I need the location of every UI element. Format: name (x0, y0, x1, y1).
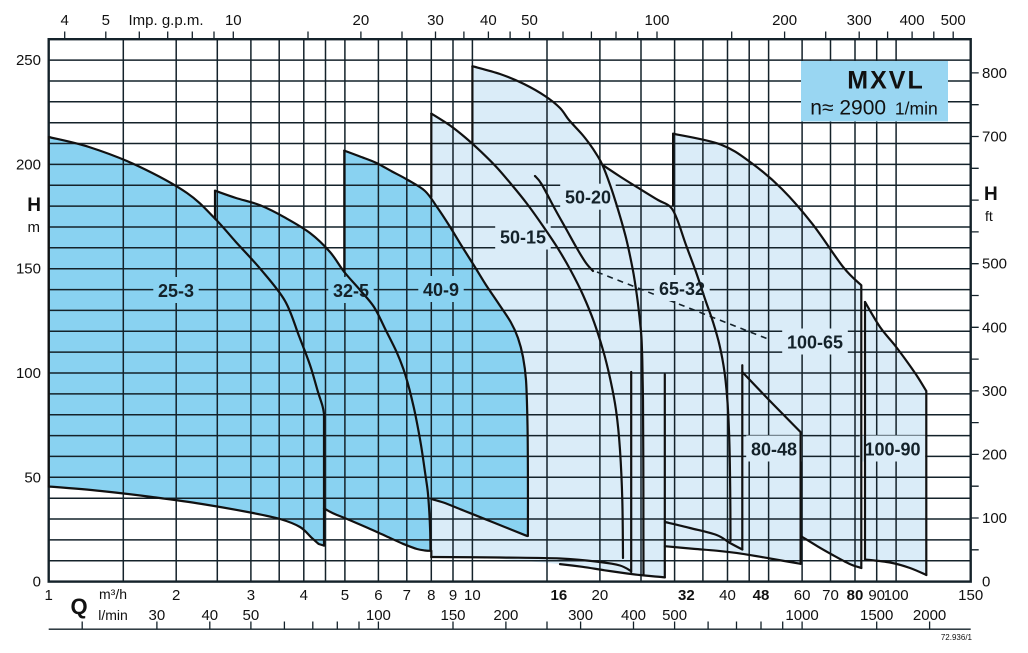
svg-text:Q: Q (70, 594, 87, 619)
svg-text:50-20: 50-20 (565, 188, 611, 208)
svg-text:300: 300 (847, 12, 872, 29)
svg-text:100: 100 (884, 587, 909, 604)
svg-text:3: 3 (247, 587, 255, 604)
svg-text:48: 48 (753, 587, 770, 604)
svg-text:MXVL: MXVL (847, 67, 924, 95)
svg-text:400: 400 (982, 319, 1007, 336)
svg-text:H: H (984, 184, 998, 205)
svg-text:50: 50 (243, 607, 260, 624)
svg-text:1: 1 (45, 587, 53, 604)
svg-text:150: 150 (440, 607, 465, 624)
svg-text:9: 9 (449, 587, 457, 604)
svg-text:n≈ 2900 1/min: n≈ 2900 1/min (810, 97, 937, 120)
svg-text:7: 7 (403, 587, 411, 604)
svg-text:2: 2 (172, 587, 180, 604)
svg-text:30: 30 (427, 12, 444, 29)
svg-text:60: 60 (794, 587, 811, 604)
svg-text:30: 30 (149, 607, 166, 624)
svg-text:H: H (27, 195, 41, 216)
svg-text:65-32: 65-32 (659, 279, 705, 299)
svg-text:300: 300 (982, 383, 1007, 400)
svg-text:100-90: 100-90 (864, 439, 920, 459)
svg-text:m³/h: m³/h (99, 586, 127, 602)
svg-text:40: 40 (480, 12, 497, 29)
svg-text:500: 500 (982, 256, 1007, 273)
svg-text:200: 200 (493, 607, 518, 624)
svg-text:100: 100 (644, 12, 669, 29)
svg-text:0: 0 (982, 574, 990, 591)
svg-text:150: 150 (16, 261, 41, 278)
svg-text:50: 50 (24, 469, 41, 486)
svg-text:200: 200 (772, 12, 797, 29)
svg-text:Imp. g.p.m.: Imp. g.p.m. (128, 12, 203, 29)
svg-text:200: 200 (16, 156, 41, 173)
svg-text:16: 16 (551, 587, 568, 604)
svg-text:100-65: 100-65 (787, 332, 843, 352)
svg-text:70: 70 (822, 587, 839, 604)
svg-text:150: 150 (958, 587, 983, 604)
svg-text:ft: ft (985, 208, 993, 224)
svg-text:400: 400 (900, 12, 925, 29)
svg-text:0: 0 (33, 574, 41, 591)
svg-text:200: 200 (982, 446, 1007, 463)
svg-text:500: 500 (941, 12, 966, 29)
svg-text:1500: 1500 (860, 607, 893, 624)
svg-text:80: 80 (847, 587, 864, 604)
svg-text:40-9: 40-9 (423, 280, 459, 300)
svg-text:5: 5 (341, 587, 349, 604)
svg-text:40: 40 (719, 587, 736, 604)
svg-text:l/min: l/min (98, 607, 128, 623)
svg-text:100: 100 (16, 365, 41, 382)
svg-text:800: 800 (982, 65, 1007, 82)
svg-text:50: 50 (521, 12, 538, 29)
svg-text:40: 40 (201, 607, 218, 624)
svg-text:700: 700 (982, 129, 1007, 146)
svg-text:25-3: 25-3 (158, 281, 194, 301)
svg-text:6: 6 (374, 587, 382, 604)
svg-text:20: 20 (592, 587, 609, 604)
svg-text:32-5: 32-5 (333, 281, 369, 301)
svg-text:20: 20 (353, 12, 370, 29)
svg-text:50-15: 50-15 (500, 227, 546, 247)
svg-text:4: 4 (300, 587, 308, 604)
svg-text:100: 100 (982, 510, 1007, 527)
svg-text:8: 8 (427, 587, 435, 604)
svg-text:32: 32 (678, 587, 695, 604)
svg-text:300: 300 (568, 607, 593, 624)
svg-text:500: 500 (662, 607, 687, 624)
svg-text:400: 400 (621, 607, 646, 624)
svg-text:4: 4 (61, 12, 69, 29)
svg-text:10: 10 (225, 12, 242, 29)
svg-text:m: m (28, 219, 41, 236)
svg-text:1000: 1000 (785, 607, 818, 624)
svg-text:2000: 2000 (913, 607, 946, 624)
svg-text:5: 5 (102, 12, 110, 29)
svg-text:100: 100 (366, 607, 391, 624)
svg-text:10: 10 (464, 587, 481, 604)
svg-text:250: 250 (16, 52, 41, 69)
svg-text:80-48: 80-48 (751, 439, 797, 459)
svg-text:90: 90 (868, 587, 885, 604)
svg-text:72.936/1: 72.936/1 (941, 633, 973, 642)
